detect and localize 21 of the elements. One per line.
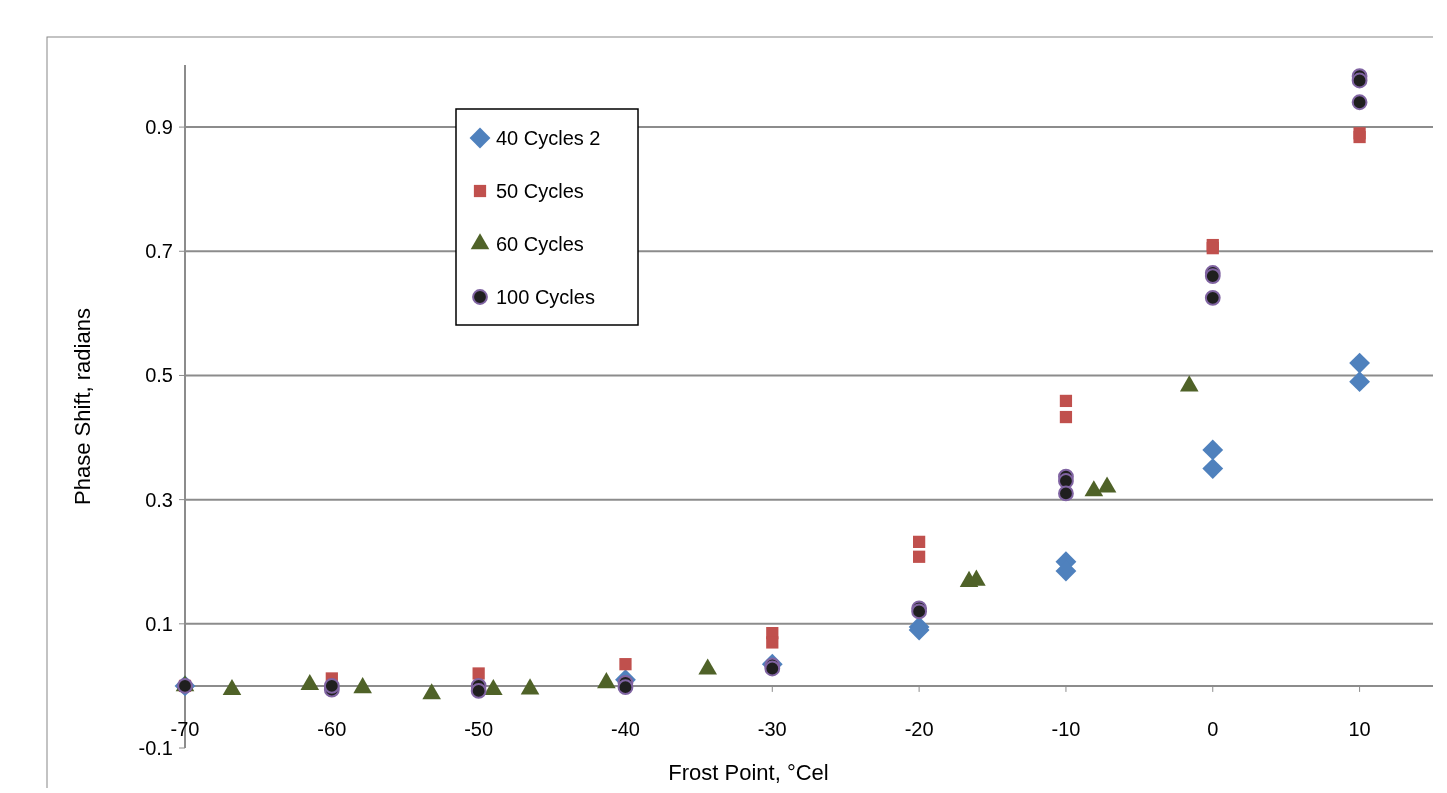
x-tick-label: -50 bbox=[464, 718, 494, 740]
x-tick-label: -60 bbox=[317, 718, 347, 740]
y-tick-label: 0.7 bbox=[145, 240, 173, 263]
x-tick-label: 10 bbox=[1348, 718, 1371, 740]
x-tick-label: -10 bbox=[1051, 718, 1081, 740]
y-tick-label: 0.5 bbox=[145, 364, 173, 387]
legend-label: 100 Cycles bbox=[496, 286, 595, 308]
y-tick-label: -0.1 bbox=[138, 737, 173, 759]
y-tick-label: 0.9 bbox=[145, 116, 173, 139]
x-tick-label: -20 bbox=[904, 718, 934, 740]
x-tick-label: 0 bbox=[1207, 718, 1219, 740]
legend-label: 50 Cycles bbox=[496, 180, 584, 202]
x-tick-label: -70 bbox=[170, 718, 200, 740]
x-tick-label: -40 bbox=[611, 718, 640, 740]
y-tick-label: 0.1 bbox=[145, 612, 173, 635]
x-tick-label: -30 bbox=[757, 718, 787, 740]
legend-label: 40 Cycles 2 bbox=[496, 127, 601, 149]
y-tick-label: 0.3 bbox=[145, 488, 173, 511]
legend-label: 60 Cycles bbox=[496, 233, 584, 255]
y-axis-title: Phase Shift, radians bbox=[70, 308, 95, 505]
x-axis-title: Frost Point, °Cel bbox=[668, 760, 829, 785]
